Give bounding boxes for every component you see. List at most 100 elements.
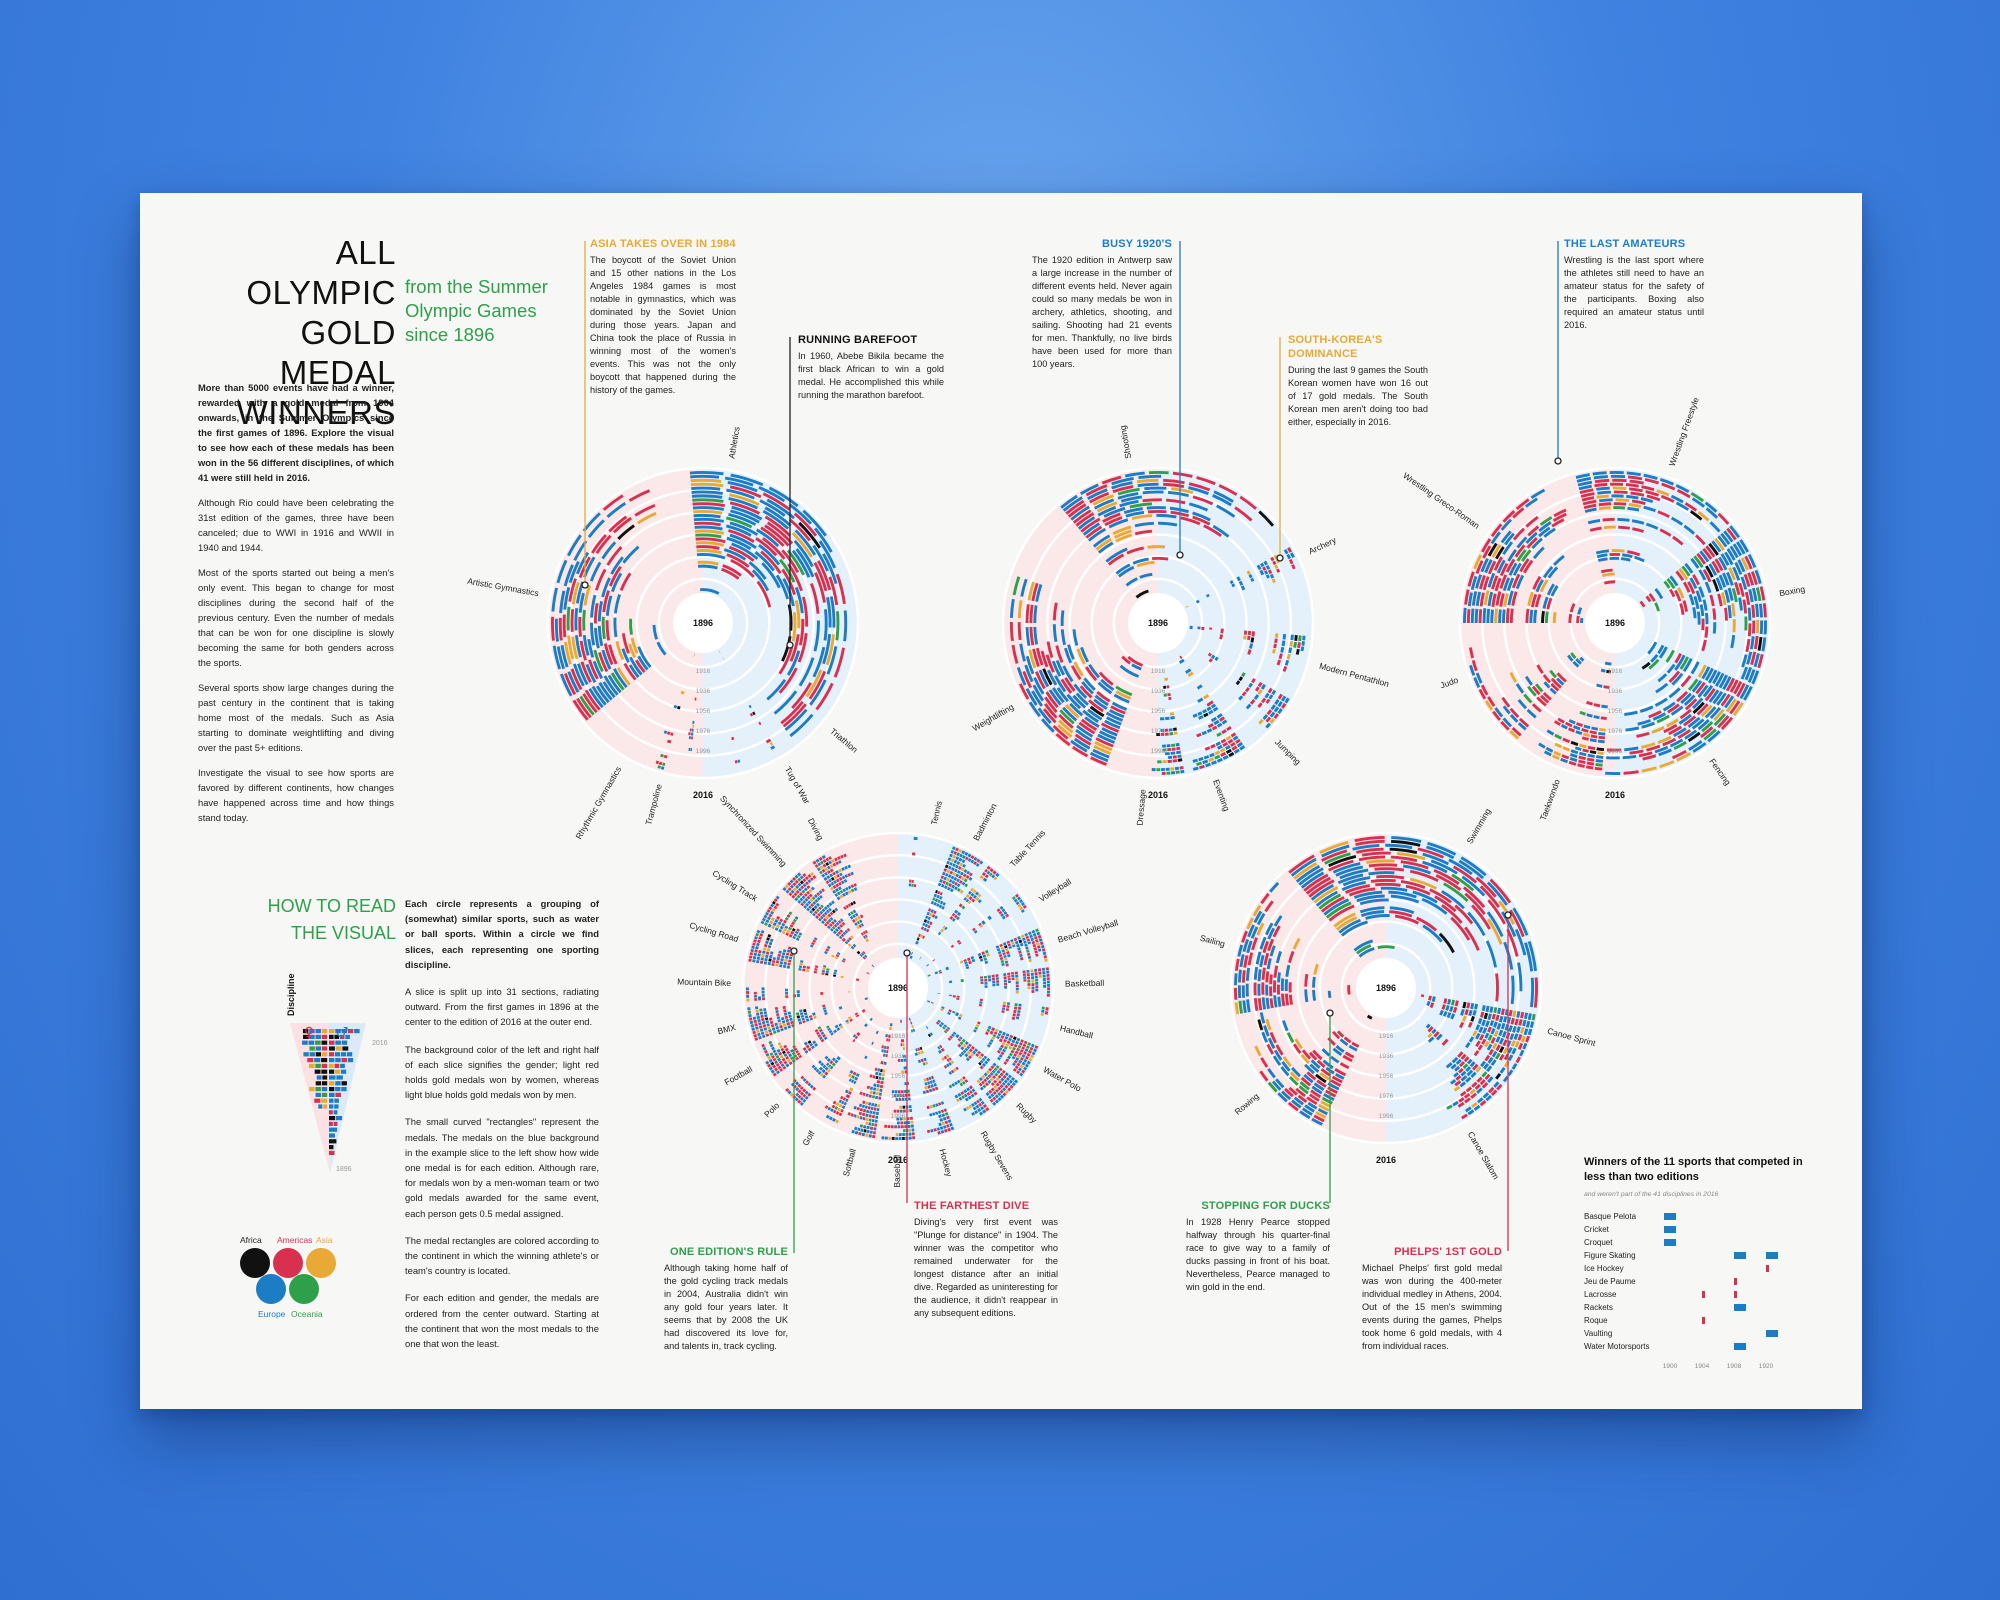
medal-mark — [1002, 1031, 1006, 1036]
small-sport-mark — [1734, 1304, 1746, 1311]
medal-mark — [777, 1065, 782, 1070]
medal-mark — [1278, 653, 1283, 660]
medal-mark — [628, 664, 640, 679]
medal-mark — [802, 596, 809, 627]
medal-mark — [1304, 989, 1309, 1003]
medal-mark — [1692, 574, 1700, 586]
medal-mark — [1134, 529, 1153, 536]
medal-mark — [691, 486, 721, 491]
medal-mark — [1284, 659, 1290, 666]
medal-mark — [1535, 579, 1544, 593]
medal-mark — [1755, 603, 1760, 618]
medal-mark — [1595, 759, 1604, 763]
medal-mark — [943, 1024, 948, 1028]
medal-mark — [767, 923, 772, 928]
medal-mark — [1438, 932, 1455, 954]
medal-mark — [1225, 735, 1232, 741]
medal-mark — [1712, 691, 1724, 705]
medal-mark — [933, 902, 937, 906]
medal-mark — [754, 949, 758, 953]
medal-mark — [1409, 877, 1438, 890]
discipline-label: Athletics — [726, 426, 741, 459]
medal-mark — [1312, 976, 1316, 988]
medal-mark — [1023, 1051, 1027, 1055]
medal-mark — [759, 1028, 764, 1032]
medal-mark — [1634, 555, 1645, 563]
medal-mark — [1755, 587, 1762, 602]
medal-mark — [927, 916, 931, 921]
medal-mark — [795, 1049, 799, 1054]
discipline-label: Modern Pentathlon — [1318, 661, 1390, 689]
medal-mark — [1044, 958, 1048, 962]
medal-mark — [995, 974, 999, 977]
medal-mark — [1247, 924, 1255, 938]
medal-mark — [1625, 483, 1639, 488]
medal-mark — [854, 1076, 859, 1081]
medal-mark — [1388, 890, 1417, 899]
medal-mark — [783, 1044, 788, 1049]
medal-mark — [803, 887, 808, 892]
medal-mark — [1724, 551, 1734, 566]
medal-mark — [1251, 937, 1258, 951]
medal-mark — [904, 1070, 908, 1074]
medal-mark — [1439, 1009, 1444, 1016]
story-barefoot: RUNNING BAREFOOT In 1960, Abebe Bikila b… — [798, 333, 944, 402]
medal-mark — [1327, 1082, 1340, 1091]
medal-mark — [1610, 482, 1624, 486]
medal-mark — [1156, 733, 1160, 736]
medal-mark — [1094, 741, 1113, 752]
medal-mark — [1270, 704, 1276, 711]
medal-mark — [998, 953, 1003, 958]
medal-mark — [825, 915, 830, 920]
medal-mark — [852, 900, 856, 905]
medal-mark — [984, 949, 989, 954]
medal-mark — [1031, 690, 1044, 707]
medal-mark — [1506, 1040, 1512, 1048]
medal-mark — [1265, 574, 1270, 579]
medal-mark — [1008, 945, 1012, 949]
medal-mark — [1001, 1007, 1006, 1011]
medal-mark — [813, 527, 833, 553]
medal-mark — [1257, 969, 1262, 982]
medal-mark — [673, 704, 678, 709]
medal-mark — [1474, 608, 1479, 623]
medal-mark — [871, 964, 875, 968]
medal-mark — [1687, 716, 1701, 728]
medal-mark — [1679, 708, 1692, 720]
medal-mark — [826, 945, 831, 950]
medal-mark — [824, 1105, 829, 1109]
medal-mark — [1210, 743, 1216, 749]
medal-mark — [822, 633, 832, 665]
medal-mark — [1454, 1000, 1459, 1007]
medal-mark — [1125, 577, 1138, 587]
medal-mark — [1138, 474, 1162, 480]
medal-mark — [1011, 977, 1015, 981]
medal-mark — [1144, 486, 1167, 491]
medal-mark — [1487, 1013, 1492, 1021]
medal-mark — [822, 1033, 826, 1038]
medal-mark — [786, 949, 791, 953]
medal-mark — [757, 996, 762, 1001]
medal-mark — [1012, 1046, 1017, 1051]
medal-mark — [948, 1061, 952, 1066]
medal-mark — [999, 1084, 1004, 1089]
medal-mark — [1412, 890, 1438, 904]
medal-mark — [763, 1027, 768, 1031]
medal-mark — [1142, 490, 1164, 495]
medal-mark — [1551, 518, 1565, 528]
medal-mark — [913, 884, 917, 888]
medal-mark — [937, 1046, 941, 1050]
medal-mark — [925, 915, 929, 919]
medal-mark — [970, 1052, 975, 1057]
medal-mark — [839, 872, 843, 877]
medal-mark — [1546, 583, 1555, 596]
medal-mark — [693, 513, 721, 519]
medal-mark — [934, 915, 938, 920]
medal-mark — [1609, 471, 1624, 475]
medal-mark — [1009, 1034, 1014, 1039]
medal-mark — [1030, 937, 1035, 942]
medal-mark — [1543, 750, 1552, 757]
medal-mark — [978, 922, 982, 927]
medal-mark — [842, 888, 846, 893]
medal-mark — [578, 592, 585, 613]
